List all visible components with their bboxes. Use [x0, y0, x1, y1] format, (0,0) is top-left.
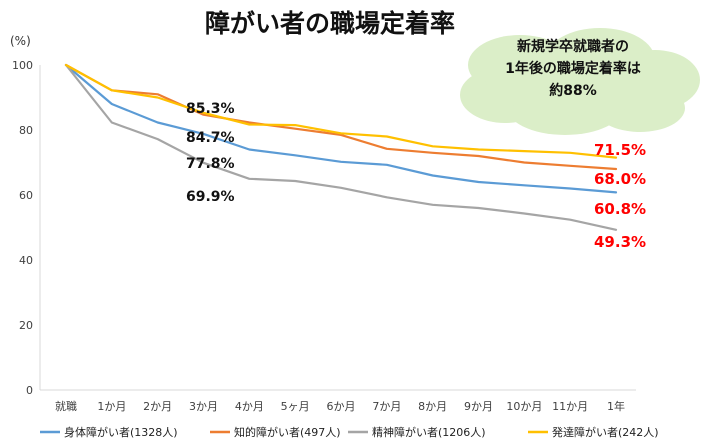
- legend-label-1: 知的障がい者(497人): [234, 425, 341, 439]
- y-tick-label: 60: [19, 189, 33, 202]
- x-tick-label: 10か月: [506, 400, 542, 413]
- y-tick-label: 80: [19, 124, 33, 137]
- series-line-3: [64, 63, 618, 159]
- annotation-3m-3: 69.9%: [186, 189, 235, 205]
- x-tick-label: 4か月: [235, 400, 264, 413]
- x-tick-label: 8か月: [418, 400, 447, 413]
- chart-title: 障がい者の職場定着率: [204, 9, 455, 38]
- annotations: 85.3% 84.7% 77.8% 69.9% 71.5% 68.0% 60.8% 49.3%: [186, 101, 646, 251]
- x-tick-label: 11か月: [552, 400, 588, 413]
- annotation-3m-1: 84.7%: [186, 130, 235, 146]
- cloud-puff-6: [485, 40, 665, 116]
- callout-cloud: [460, 28, 700, 135]
- callout-text: 新規学卒就職者の 1年後の職場定着率は 約88%: [478, 36, 668, 102]
- y-tick-label: 0: [26, 384, 33, 397]
- x-tick-label: 3か月: [189, 400, 218, 413]
- x-tick-label: 2か月: [143, 400, 172, 413]
- end-label-3: 49.3%: [594, 233, 646, 251]
- series-line-2: [64, 63, 618, 231]
- annotation-3m-0: 85.3%: [186, 101, 235, 117]
- x-tick-label: 1年: [607, 399, 625, 413]
- legend-label-0: 身体障がい者(1328人): [64, 425, 178, 439]
- x-tick-labels: 就職 1か月 2か月 3か月 4か月 5ヶ月 6か月 7か月 8か月 9か月 10か月 11か月 1年: [55, 399, 625, 413]
- x-tick-label: 1か月: [97, 400, 126, 413]
- y-tick-label: 40: [19, 254, 33, 267]
- callout-line-3: 約88%: [549, 83, 597, 99]
- series-lines: [64, 63, 618, 231]
- x-tick-label: 9か月: [464, 400, 493, 413]
- y-tick-label: 20: [19, 319, 33, 332]
- series-line-1: [64, 63, 618, 171]
- legend-label-3: 発達障がい者(242人): [552, 425, 659, 439]
- callout-line-1: 新規学卒就職者の: [517, 39, 629, 55]
- x-tick-label: 就職: [55, 399, 77, 413]
- x-tick-label: 7か月: [372, 400, 401, 413]
- y-tick-label: 100: [12, 59, 33, 72]
- end-label-0: 71.5%: [594, 141, 646, 159]
- series-line-0: [64, 63, 618, 194]
- legend: 身体障がい者(1328人) 知的障がい者(497人) 精神障がい者(1206人) 発達…: [40, 425, 659, 439]
- legend-label-2: 精神障がい者(1206人): [372, 425, 486, 439]
- callout-line-2: 1年後の職場定着率は: [505, 61, 641, 77]
- y-tick-labels: 0 20 40 60 80 100: [12, 59, 33, 397]
- end-label-1: 68.0%: [594, 170, 646, 188]
- x-tick-label: 5ヶ月: [281, 400, 310, 413]
- end-label-2: 60.8%: [594, 200, 646, 218]
- annotation-3m-2: 77.8%: [186, 156, 235, 172]
- y-axis-unit: (%): [10, 34, 31, 48]
- x-tick-label: 6か月: [327, 400, 356, 413]
